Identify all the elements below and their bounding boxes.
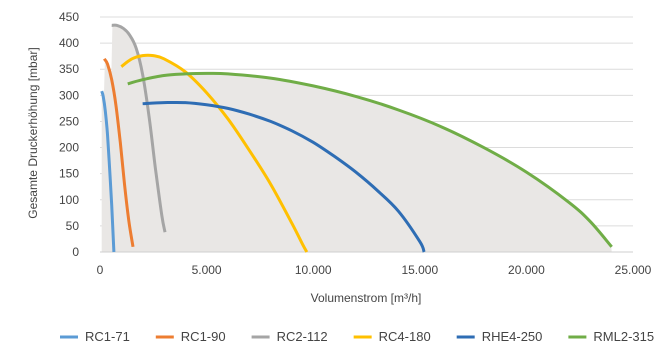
legend-label: RC1-71 [85, 329, 130, 344]
operating-envelope [101, 25, 612, 253]
legend-label: RHE4-250 [482, 329, 543, 344]
legend-item-rc1-90: RC1-90 [155, 329, 226, 344]
series-line-rc1-90 [103, 57, 135, 248]
y-tick-label: 400 [59, 36, 79, 50]
y-axis-title: Gesamte Druckerhöhung [mbar] [26, 47, 40, 218]
x-axis-title: Volumenstrom [m³/h] [311, 291, 422, 305]
legend-item-rc4-180: RC4-180 [353, 329, 431, 344]
tick-labels: 0 50 100 150 200 250 300 350 400 450 0 5.000 10.000 1… [59, 10, 652, 277]
y-tick-label: 50 [66, 219, 80, 233]
legend-item-rc1-71: RC1-71 [60, 329, 130, 344]
series-line-rml2-315 [127, 71, 613, 248]
y-tick-label: 200 [59, 141, 79, 155]
x-tick-label: 5.000 [192, 263, 222, 277]
y-tick-label: 450 [59, 10, 79, 24]
y-tick-label: 100 [59, 193, 79, 207]
legend-label: RC2-112 [277, 329, 328, 344]
series-line-rc4-180 [120, 53, 309, 253]
x-tick-label: 15.000 [401, 263, 438, 277]
legend-item-rml2-315: RML2-315 [568, 329, 654, 344]
y-tick-label: 150 [59, 167, 79, 181]
y-tick-label: 250 [59, 114, 79, 128]
series-line-rc2-112 [111, 23, 167, 233]
x-tick-label: 20.000 [508, 263, 545, 277]
y-tick-label: 300 [59, 88, 79, 102]
y-tick-label: 350 [59, 62, 79, 76]
legend-item-rhe4-250: RHE4-250 [456, 329, 543, 344]
legend-item-rc2-112: RC2-112 [251, 329, 328, 344]
x-tick-label: 25.000 [615, 263, 652, 277]
series-line-rhe4-250 [142, 100, 426, 253]
legend-label: RC1-90 [181, 329, 226, 344]
legend-label: RML2-315 [593, 329, 654, 344]
legend-label: RC4-180 [379, 329, 431, 344]
series-lines [100, 23, 613, 253]
x-tick-label: 0 [97, 263, 104, 277]
envelope-area [101, 25, 612, 253]
series-line-rc1-71 [100, 90, 116, 253]
x-tick-label: 10.000 [295, 263, 332, 277]
legend: RC1-71 RC1-90 RC2-112 RC4-180 RHE4-250 RML2-3… [60, 329, 654, 344]
y-tick-label: 0 [72, 245, 79, 259]
